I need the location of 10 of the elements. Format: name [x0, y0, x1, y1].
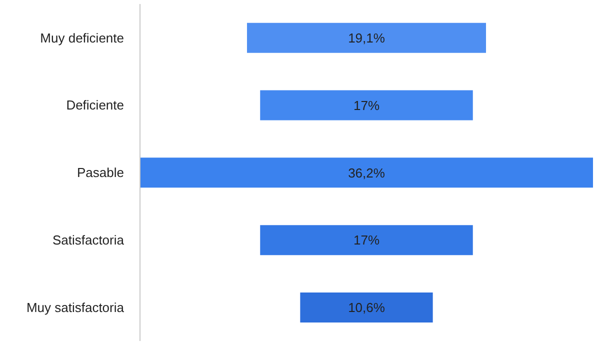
data-label: 10,6%	[348, 300, 386, 316]
data-label: 17%	[353, 232, 380, 248]
data-label: 19,1%	[348, 30, 386, 46]
category-label: Pasable	[77, 165, 124, 180]
category-label: Muy satisfactoria	[26, 300, 125, 315]
category-label: Muy deficiente	[40, 30, 124, 46]
data-label: 36,2%	[348, 165, 386, 180]
category-label: Satisfactoria	[52, 232, 125, 248]
category-label: Deficiente	[66, 98, 124, 113]
data-label: 17%	[353, 98, 380, 113]
